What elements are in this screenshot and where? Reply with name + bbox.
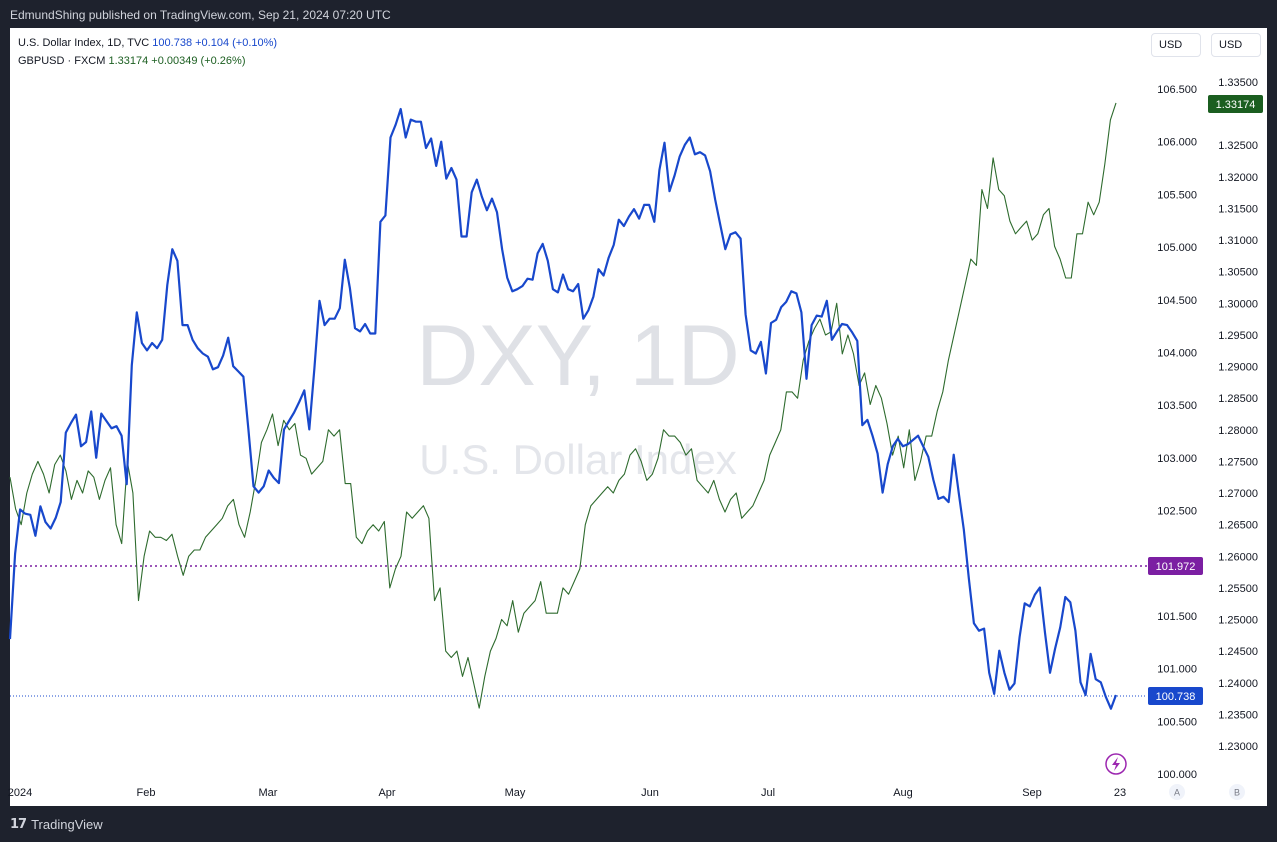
- gbpusd-axis-tick: 1.30500: [1218, 267, 1258, 279]
- scale-button-a[interactable]: A: [1169, 784, 1185, 800]
- dxy-axis: 106.500 106.000 105.500 105.000 104.500 104.0…: [1157, 84, 1197, 781]
- dxy-series: [8, 107, 1118, 710]
- dxy-axis-tick: 100.000: [1157, 769, 1197, 781]
- time-axis-tick: 23: [1114, 787, 1126, 799]
- time-axis: 2024 Feb Mar Apr May Jun Jul Aug Sep 23: [8, 787, 1126, 799]
- gbpusd-axis-tick: 1.30000: [1218, 298, 1258, 310]
- gbpusd-axis-tick: 1.27500: [1218, 456, 1258, 468]
- footer-bar: [0, 806, 1277, 842]
- time-axis-tick: Feb: [137, 787, 156, 799]
- gbpusd-axis-tick: 1.26500: [1218, 520, 1258, 532]
- tradingview-logo[interactable]: 17 TradingView: [10, 817, 103, 832]
- scale-button-b-label: B: [1234, 788, 1240, 798]
- dxy-axis-tick: 100.500: [1157, 716, 1197, 728]
- chart-panel[interactable]: [10, 28, 1267, 806]
- dxy-axis-tick: 104.000: [1157, 347, 1197, 359]
- dxy-legend-value: 100.738: [152, 37, 193, 49]
- gbpusd-axis-tick: 1.26000: [1218, 551, 1258, 563]
- gbpusd-legend-label: GBPUSD · FXCM: [18, 55, 106, 67]
- gbpusd-last-price-label: 1.33174: [1216, 99, 1256, 111]
- gbpusd-axis-tick: 1.23500: [1218, 709, 1258, 721]
- dxy-axis-tick: 101.000: [1157, 664, 1197, 676]
- dxy-line: [8, 107, 1118, 710]
- dxy-axis-tick: 104.500: [1157, 295, 1197, 307]
- dxy-legend-change: +0.104 (+0.10%): [195, 37, 278, 49]
- gbpusd-axis-tick: 1.29500: [1218, 330, 1258, 342]
- gbpusd-axis-tick: 1.33500: [1218, 77, 1258, 89]
- dxy-axis-tick: 101.500: [1157, 611, 1197, 623]
- time-axis-tick: Mar: [259, 787, 278, 799]
- scale-button-a-label: A: [1174, 788, 1180, 798]
- gbpusd-axis-tick: 1.28500: [1218, 393, 1258, 405]
- publish-line: EdmundShing published on TradingView.com…: [10, 8, 391, 22]
- watermark: DXY, 1D U.S. Dollar Index: [416, 308, 739, 483]
- gbpusd-legend[interactable]: GBPUSD · FXCM 1.33174 +0.00349 (+0.26%): [18, 55, 245, 67]
- dxy-legend[interactable]: U.S. Dollar Index, 1D, TVC 100.738 +0.10…: [18, 37, 277, 49]
- gbpusd-axis-tick: 1.24500: [1218, 646, 1258, 658]
- time-axis-tick: Sep: [1022, 787, 1042, 799]
- gbpusd-axis: 1.33500 1.32500 1.32000 1.31500 1.31000 1.305…: [1218, 77, 1258, 753]
- tradingview-logo-name: TradingView: [31, 817, 103, 832]
- dxy-axis-tick: 102.500: [1157, 506, 1197, 518]
- dxy-axis-tick: 105.000: [1157, 242, 1197, 254]
- gbpusd-axis-tick: 1.27000: [1218, 488, 1258, 500]
- lightning-icon[interactable]: [1105, 753, 1127, 775]
- gbpusd-series: [9, 102, 1117, 709]
- tradingview-logo-icon: 17: [10, 817, 27, 832]
- watermark-name: U.S. Dollar Index: [419, 436, 736, 483]
- marker-price-tag: 101.972: [1148, 557, 1203, 575]
- gbpusd-axis-tick: 1.32000: [1218, 172, 1258, 184]
- dxy-axis-tick: 103.500: [1157, 400, 1197, 412]
- gbpusd-axis-tick: 1.29000: [1218, 362, 1258, 374]
- dxy-axis-tick: 105.500: [1157, 189, 1197, 201]
- dxy-axis-tick: 103.000: [1157, 453, 1197, 465]
- gbpusd-currency-button[interactable]: USD: [1211, 33, 1261, 57]
- dxy-legend-label: U.S. Dollar Index, 1D, TVC: [18, 37, 150, 49]
- dxy-last-price-label: 100.738: [1156, 691, 1196, 703]
- gbpusd-axis-tick: 1.25000: [1218, 615, 1258, 627]
- time-axis-tick: Jun: [641, 787, 659, 799]
- gbpusd-last-price-tag: 1.33174: [1208, 95, 1263, 113]
- gbpusd-axis-tick: 1.28000: [1218, 425, 1258, 437]
- dxy-last-price-tag: 100.738: [1148, 687, 1203, 705]
- time-axis-tick: Aug: [893, 787, 913, 799]
- gbpusd-axis-tick: 1.31500: [1218, 203, 1258, 215]
- gbpusd-axis-tick: 1.31000: [1218, 235, 1258, 247]
- time-axis-tick: 2024: [8, 787, 32, 799]
- dxy-axis-tick: 106.500: [1157, 84, 1197, 96]
- marker-price-label: 101.972: [1156, 561, 1196, 573]
- time-axis-tick: Apr: [378, 787, 395, 799]
- gbpusd-axis-tick: 1.25500: [1218, 583, 1258, 595]
- gbpusd-axis-tick: 1.24000: [1218, 678, 1258, 690]
- gbpusd-line: [9, 102, 1117, 709]
- dxy-axis-tick: 106.000: [1157, 137, 1197, 149]
- gbpusd-axis-tick: 1.23000: [1218, 741, 1258, 753]
- time-axis-tick: Jul: [761, 787, 775, 799]
- dxy-currency-label: USD: [1159, 39, 1183, 51]
- gbpusd-axis-tick: 1.32500: [1218, 140, 1258, 152]
- scale-button-b[interactable]: B: [1229, 784, 1245, 800]
- watermark-symbol: DXY, 1D: [416, 308, 739, 404]
- dxy-currency-button[interactable]: USD: [1151, 33, 1201, 57]
- gbpusd-legend-value: 1.33174: [108, 55, 149, 67]
- time-axis-tick: May: [505, 787, 526, 799]
- publish-bar: EdmundShing published on TradingView.com…: [0, 0, 1277, 28]
- gbpusd-legend-change: +0.00349 (+0.26%): [151, 55, 246, 67]
- gbpusd-currency-label: USD: [1219, 39, 1243, 51]
